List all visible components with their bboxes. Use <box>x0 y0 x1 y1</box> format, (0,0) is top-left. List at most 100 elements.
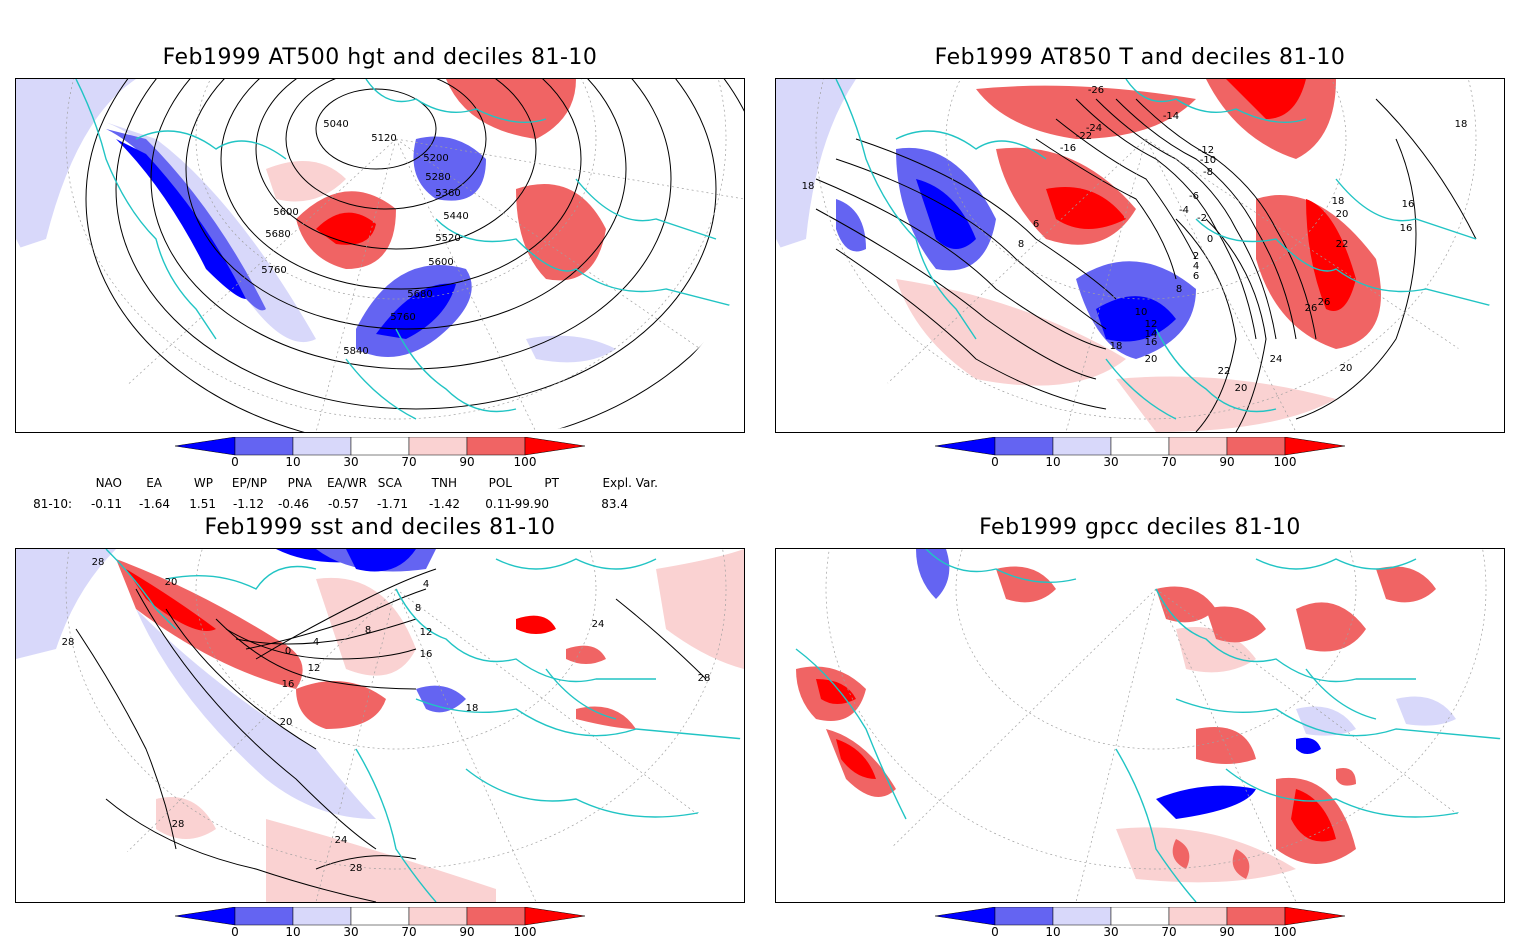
contour-label: 24 <box>592 619 605 630</box>
index-value: -99.90 <box>510 497 549 511</box>
contour-label: 20 <box>165 577 178 588</box>
contour-label: 5440 <box>443 211 468 222</box>
colorbar-sst: 0 10 30 70 90 100 <box>174 906 586 940</box>
contour-label: 6 <box>1193 271 1199 282</box>
index-value: -1.64 <box>138 497 170 511</box>
panel-title-hgt500: Feb1999 AT500 hgt and deciles 81-10 <box>162 45 598 70</box>
contour-label: -2 <box>1197 213 1207 224</box>
index-value: -1.12 <box>232 497 264 511</box>
contour-label: 28 <box>172 819 185 830</box>
contour-label: 5760 <box>390 312 415 323</box>
contour-label: 16 <box>1400 223 1413 234</box>
contour-label: 18 <box>1455 119 1468 130</box>
colorbar-scale <box>174 436 586 456</box>
contour-label: 10 <box>1135 307 1148 318</box>
contour-label: 5600 <box>273 207 298 218</box>
contour-label: 20 <box>1235 383 1248 394</box>
colorbar-tick: 70 <box>1161 455 1177 469</box>
index-header: PT <box>544 476 559 490</box>
contour-label: 8 <box>365 625 371 636</box>
panel-title-t850: Feb1999 AT850 T and deciles 81-10 <box>934 45 1346 70</box>
contour-label: -10 <box>1200 155 1216 166</box>
colorbar-tick: 70 <box>1161 925 1177 939</box>
panel-title-gpcc: Feb1999 gpcc deciles 81-10 <box>979 515 1301 540</box>
contour-label: 16 <box>1145 337 1158 348</box>
contour-label: -22 <box>1076 131 1092 142</box>
contour-label: 6 <box>1033 219 1039 230</box>
contour-label: 16 <box>420 649 433 660</box>
index-values: 81-10: -0.11 -1.64 1.51 -1.12 -0.46 -0.5… <box>0 497 700 513</box>
contour-label: 20 <box>1340 363 1353 374</box>
index-header: POL <box>488 476 512 490</box>
contour-label: 20 <box>1145 354 1158 365</box>
contour-label: 16 <box>282 679 295 690</box>
map-sst-svg: 28 20 28 0 4 8 12 16 20 4 8 12 16 18 24 … <box>16 549 744 902</box>
index-header: PNA <box>287 476 312 490</box>
index-value: -1.42 <box>428 497 460 511</box>
index-header: NAO <box>95 476 122 490</box>
contour-label: 5760 <box>261 265 286 276</box>
index-value: 1.51 <box>189 497 216 511</box>
contour-label: 4 <box>423 579 429 590</box>
colorbar-tick: 70 <box>401 925 417 939</box>
index-header: EA <box>146 476 162 490</box>
contour-label: 8 <box>415 603 421 614</box>
colorbar-tick: 100 <box>1273 455 1297 469</box>
colorbar-hgt500: 0 10 30 70 90 100 <box>174 436 586 477</box>
contour-label: 28 <box>350 863 363 874</box>
contour-label: 5840 <box>343 346 368 357</box>
contour-label: 18 <box>1332 196 1345 207</box>
colorbar-tick: 10 <box>285 455 301 469</box>
index-value: -0.57 <box>327 497 359 511</box>
colorbar-tick: 30 <box>343 455 359 469</box>
contour-label: 5120 <box>371 133 396 144</box>
contour-label: 28 <box>92 557 105 568</box>
contour-label: 22 <box>1336 239 1349 250</box>
colorbar-tick: 100 <box>1273 925 1297 939</box>
colorbar-tick: 90 <box>1219 925 1235 939</box>
contour-label: -24 <box>1086 123 1102 134</box>
contour-label: -16 <box>1060 143 1076 154</box>
contour-label: 5680 <box>407 289 432 300</box>
index-value: -0.46 <box>277 497 309 511</box>
index-header: SCA <box>377 476 402 490</box>
contour-label: 5200 <box>423 153 448 164</box>
contour-label: 18 <box>1110 341 1123 352</box>
map-panel-sst: 28 20 28 0 4 8 12 16 20 4 8 12 16 18 24 … <box>15 548 745 903</box>
contour-label: -4 <box>1179 205 1189 216</box>
contour-label: 0 <box>1207 234 1213 245</box>
colorbar-tick: 10 <box>1045 925 1061 939</box>
contour-label: -6 <box>1189 191 1199 202</box>
contour-label: -8 <box>1203 167 1213 178</box>
contour-label: 5680 <box>265 229 290 240</box>
colorbar-tick: 100 <box>513 925 537 939</box>
contour-label: 28 <box>62 637 75 648</box>
index-header: EA/WR <box>326 476 367 490</box>
contour-label: 5040 <box>323 119 348 130</box>
map-t850-svg: -26 -24 -22 -16 -14 -12 -10 -8 -6 -4 -2 … <box>776 79 1504 432</box>
map-gpcc-svg <box>776 549 1504 902</box>
contour-label: 8 <box>1018 239 1024 250</box>
contour-label: 18 <box>466 703 479 714</box>
index-value: 83.4 <box>601 497 628 511</box>
contour-label: -12 <box>1198 145 1214 156</box>
contour-label: 28 <box>698 673 711 684</box>
colorbar-tick: 70 <box>401 455 417 469</box>
map-panel-gpcc <box>775 548 1505 903</box>
contour-label: 16 <box>1402 199 1415 210</box>
colorbar-gpcc: 0 10 30 70 90 100 <box>934 906 1346 940</box>
index-header: TNH <box>431 476 457 490</box>
index-header: Expl. Var. <box>602 476 658 490</box>
contour-label: 4 <box>1193 261 1199 272</box>
colorbar-tick: 10 <box>285 925 301 939</box>
colorbar-tick: 10 <box>1045 455 1061 469</box>
index-header: WP <box>193 476 213 490</box>
colorbar-scale <box>934 906 1346 926</box>
colorbar-tick: 30 <box>1103 925 1119 939</box>
colorbar-tick: 100 <box>513 455 537 469</box>
contour-label: 5520 <box>435 233 460 244</box>
colorbar-tick: 0 <box>991 455 999 469</box>
contour-label: 4 <box>313 637 319 648</box>
colorbar-t850: 0 10 30 70 90 100 <box>934 436 1346 477</box>
contour-label: 14 <box>1145 329 1158 340</box>
